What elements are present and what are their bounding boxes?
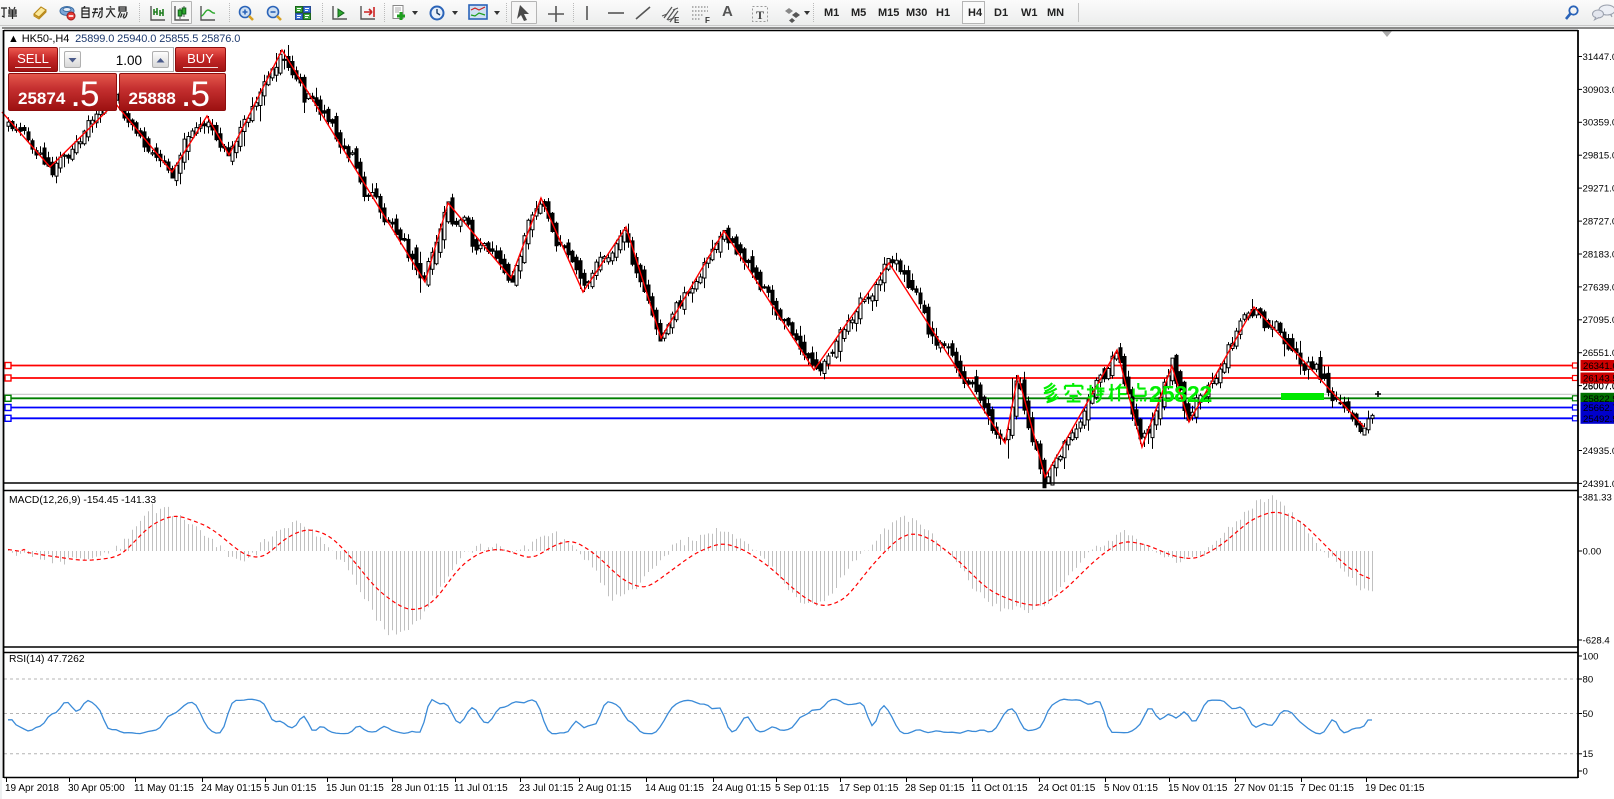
svg-text:24 Aug 01:15: 24 Aug 01:15 [712,783,771,794]
svg-text:7 Dec 01:15: 7 Dec 01:15 [1300,783,1354,794]
svg-text:14 Aug 01:15: 14 Aug 01:15 [645,783,704,794]
svg-text:-628.4: -628.4 [1583,635,1611,646]
svg-text:23 Jul 01:15: 23 Jul 01:15 [519,783,574,794]
svg-text:11 May 01:15: 11 May 01:15 [134,783,194,794]
svg-text:26551.0: 26551.0 [1583,348,1614,359]
svg-text:15: 15 [1583,749,1594,760]
svg-text:381.33: 381.33 [1583,492,1612,503]
svg-text:100: 100 [1583,651,1599,662]
svg-text:24935.0: 24935.0 [1583,446,1614,457]
svg-text:31447.0: 31447.0 [1583,52,1614,63]
svg-text:11 Oct 01:15: 11 Oct 01:15 [971,783,1028,794]
svg-text:15 Nov 01:15: 15 Nov 01:15 [1168,783,1228,794]
svg-text:80: 80 [1583,674,1594,685]
svg-text:F: F [705,16,710,24]
svg-text:27639.0: 27639.0 [1583,282,1614,293]
svg-text:26143.5: 26143.5 [1583,374,1614,385]
svg-text:30 Apr 05:00: 30 Apr 05:00 [68,783,125,794]
svg-text:28 Sep 01:15: 28 Sep 01:15 [905,783,965,794]
svg-text:0: 0 [1583,766,1588,777]
svg-text:5 Nov 01:15: 5 Nov 01:15 [1104,783,1158,794]
svg-text:27095.0: 27095.0 [1583,315,1614,326]
svg-text:26007.0: 26007.0 [1583,381,1614,392]
svg-text:24 Oct 01:15: 24 Oct 01:15 [1038,783,1096,794]
svg-text:30359.0: 30359.0 [1583,118,1614,129]
svg-text:2 Aug 01:15: 2 Aug 01:15 [578,783,632,794]
svg-text:24391.0: 24391.0 [1583,479,1614,490]
svg-text:28 Jun 01:15: 28 Jun 01:15 [391,783,449,794]
svg-text:29271.0: 29271.0 [1583,184,1614,195]
svg-text:24 May 01:15: 24 May 01:15 [201,783,262,794]
svg-text:0.00: 0.00 [1583,546,1602,557]
svg-text:11 Jul 01:15: 11 Jul 01:15 [454,783,508,794]
svg-text:25822: 25822 [1149,381,1212,407]
svg-text:E: E [674,16,680,24]
svg-text:50: 50 [1583,709,1594,720]
svg-text:29815.0: 29815.0 [1583,151,1614,162]
svg-text:17 Sep 01:15: 17 Sep 01:15 [839,783,899,794]
svg-text:27 Nov 01:15: 27 Nov 01:15 [1234,783,1294,794]
svg-text:19 Dec 01:15: 19 Dec 01:15 [1365,783,1425,794]
svg-text:19 Apr 2018: 19 Apr 2018 [5,783,59,794]
svg-text:25662.7: 25662.7 [1583,403,1614,414]
svg-text:28727.0: 28727.0 [1583,217,1614,228]
svg-text:25822.9: 25822.9 [1583,394,1614,405]
svg-text:15 Jun 01:15: 15 Jun 01:15 [326,783,384,794]
svg-text:5 Jun 01:15: 5 Jun 01:15 [264,783,317,794]
svg-text:28183.0: 28183.0 [1583,249,1614,260]
svg-text:25492.9: 25492.9 [1583,414,1614,425]
svg-text:26007.0: 26007.0 [1583,382,1614,393]
svg-text:30903.0: 30903.0 [1583,85,1614,96]
svg-text:26341.6: 26341.6 [1583,361,1614,372]
svg-text:T: T [756,8,764,22]
svg-text:5 Sep 01:15: 5 Sep 01:15 [775,783,829,794]
